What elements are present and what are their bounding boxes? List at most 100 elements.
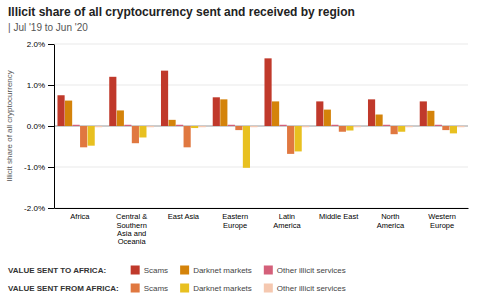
bar-series [57,58,426,126]
bar [354,126,361,127]
legend-item: Other illicit services [264,284,346,293]
legend-swatch [131,266,140,275]
y-tick: -1.0% [24,163,54,172]
bar-series [88,126,457,168]
bar [176,125,183,126]
bar [250,126,257,127]
bar [95,126,102,127]
x-tick: WesternEurope [428,212,456,229]
bar [287,126,294,154]
bar [420,101,427,126]
subtitle: | Jul '19 to Jun '20 [8,22,88,33]
grid-line [54,167,468,168]
legend-swatch [264,266,273,275]
y-tick-mark [48,85,54,86]
legend-label: Other illicit services [277,266,346,275]
x-tick: East Asia [168,212,200,221]
bar [139,126,146,137]
bar [457,126,464,127]
legend-swatch [131,284,140,293]
bar [450,126,457,133]
x-tick-label: WesternEurope [428,212,456,229]
bar [376,115,383,126]
bar [243,126,250,168]
bar [132,126,139,143]
bar [331,125,338,126]
bar [264,58,271,126]
bar [324,110,331,126]
bar [280,125,287,126]
y-tick-mark [48,44,54,45]
legend-label: Darknet markets [193,266,252,275]
legend-swatch [264,284,273,293]
legend-group-label: VALUE SENT FROM AFRICA: [8,284,119,293]
bar-series [80,126,449,154]
bar [346,126,353,131]
x-axis-line [55,208,469,209]
x-tick: LatinAmerica [273,212,301,229]
y-axis-line [54,45,55,209]
bar [316,101,323,126]
bar [398,126,405,132]
bar-series [65,99,434,126]
bar [442,126,449,130]
y-tick-mark [48,126,54,127]
bar [228,125,235,126]
chart: Illicit share of all cryptocurrency sent… [0,0,478,300]
bar [391,126,398,134]
bar [213,97,220,126]
x-tick-label: NorthAmerica [377,212,405,229]
y-tick-label: -2.0% [24,204,45,213]
legend-label: Other illicit services [277,284,346,293]
bar [88,126,95,146]
legend-swatch [180,266,189,275]
bar [406,126,413,127]
x-tick: NorthAmerica [377,212,405,229]
x-tick: EasternEurope [222,212,248,229]
bar-series [73,125,442,126]
legend-label: Scams [144,284,168,293]
legend-item: Scams [131,266,168,275]
legend-swatch [180,284,189,293]
grid-line [54,44,468,45]
bar [272,101,279,126]
bar [109,77,116,126]
bar [184,126,191,147]
bar [339,126,346,132]
y-tick: -2.0% [24,204,54,213]
bar [235,126,242,130]
y-tick-label: 0.0% [27,122,45,131]
bar [191,126,198,128]
y-tick-label: 1.0% [27,81,45,90]
y-axis: -2.0% -1.0% 0.0% 1.0% 2.0% [24,40,54,213]
y-tick: 1.0% [27,81,54,90]
x-tick-label: LatinAmerica [273,212,301,229]
bar [199,126,206,127]
bar [169,120,176,126]
y-axis-title: Illicit share of all cryptocurrency [5,70,14,182]
legend-item: Darknet markets [180,284,252,293]
bar [57,95,64,126]
x-axis: Africa Central &SouthernAsia andOceania Ea… [55,209,469,247]
bar [383,125,390,126]
bar [65,101,72,126]
bar [117,110,124,126]
y-tick-label: -1.0% [24,163,45,172]
bar [295,126,302,151]
x-tick-label: Central &SouthernAsia andOceania [116,212,147,246]
grid [54,44,468,208]
bar [435,125,442,126]
x-tick: Central &SouthernAsia andOceania [116,212,147,246]
bar [124,125,131,126]
legend: VALUE SENT TO AFRICA: VALUE SENT FROM AFR… [8,266,346,293]
legend-item: Darknet markets [180,266,252,275]
bars [57,58,464,167]
x-tick-label: Middle East [319,212,359,221]
x-tick-label: Africa [70,212,90,221]
y-tick-label: 2.0% [27,40,45,49]
bar-series [95,126,464,127]
legend-item: Other illicit services [264,266,346,275]
x-tick-label: EasternEurope [222,212,248,229]
bar [220,99,227,126]
legend-group-label: VALUE SENT TO AFRICA: [8,266,106,275]
